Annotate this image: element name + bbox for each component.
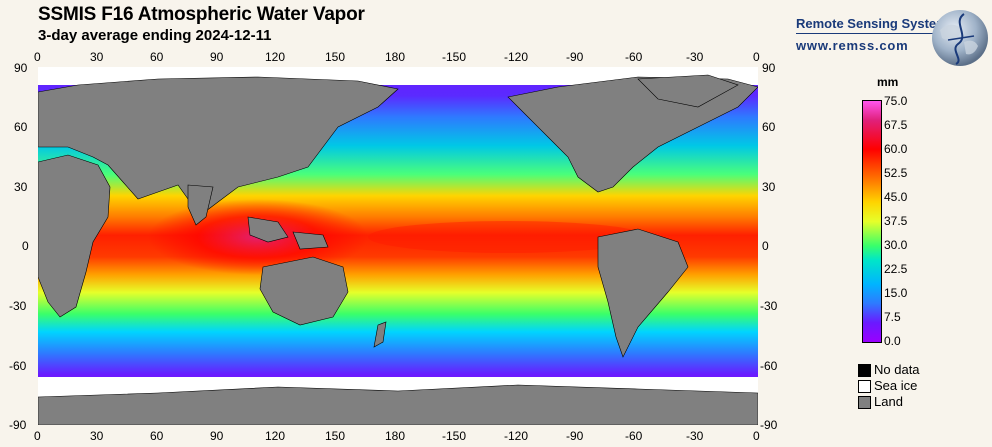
colorbar-label-7: 22.5	[884, 262, 908, 276]
y-tick-left-4: -30	[9, 299, 27, 313]
x-tick-bottom-11: -30	[686, 429, 704, 443]
colorbar-label-9: 7.5	[884, 310, 901, 324]
water-vapor-map[interactable]	[38, 67, 758, 425]
colorbar-unit: mm	[877, 75, 899, 89]
map-canvas	[38, 67, 758, 425]
legend-swatch-no-data	[858, 364, 871, 377]
colorbar	[862, 100, 882, 343]
colorbar-label-3: 52.5	[884, 166, 908, 180]
colorbar-label-5: 37.5	[884, 214, 908, 228]
y-tick-left-2: 30	[14, 180, 28, 194]
x-tick-bottom-5: 150	[325, 429, 346, 443]
colorbar-label-1: 67.5	[884, 118, 908, 132]
brand-name[interactable]: Remote Sensing Systems	[796, 16, 955, 31]
x-tick-top-9: -90	[566, 50, 584, 64]
legend-label-sea-ice: Sea ice	[874, 378, 918, 393]
x-tick-top-7: -150	[442, 50, 467, 64]
x-tick-bottom-1: 30	[90, 429, 104, 443]
y-tick-left-3: 0	[22, 239, 29, 253]
legend-swatch-land	[858, 396, 871, 409]
x-tick-bottom-6: 180	[385, 429, 406, 443]
x-tick-bottom-12: 0	[753, 429, 760, 443]
x-tick-bottom-9: -90	[566, 429, 584, 443]
y-tick-right-2: 30	[762, 180, 776, 194]
x-tick-top-4: 120	[265, 50, 286, 64]
x-tick-bottom-2: 60	[150, 429, 164, 443]
y-tick-right-6: -90	[760, 418, 778, 432]
y-tick-right-0: 90	[762, 61, 776, 75]
colorbar-label-0: 75.0	[884, 94, 908, 108]
legend-label-land: Land	[874, 394, 903, 409]
x-tick-top-3: 90	[210, 50, 224, 64]
x-tick-bottom-7: -150	[442, 429, 467, 443]
map-subtitle: 3-day average ending 2024-12-11	[38, 27, 272, 44]
x-tick-top-5: 150	[325, 50, 346, 64]
colorbar-label-8: 15.0	[884, 286, 908, 300]
x-tick-bottom-8: -120	[504, 429, 529, 443]
x-tick-top-0: 0	[34, 50, 41, 64]
x-tick-top-6: 180	[385, 50, 406, 64]
y-tick-left-6: -90	[9, 418, 27, 432]
x-tick-top-8: -120	[504, 50, 529, 64]
x-tick-top-1: 30	[90, 50, 104, 64]
brand-divider	[796, 33, 946, 34]
x-tick-bottom-4: 120	[265, 429, 286, 443]
legend-label-no-data: No data	[874, 362, 920, 377]
y-tick-right-3: 0	[762, 239, 769, 253]
y-tick-right-1: 60	[762, 120, 776, 134]
colorbar-label-10: 0.0	[884, 334, 901, 348]
colorbar-label-6: 30.0	[884, 238, 908, 252]
x-tick-top-11: -30	[686, 50, 704, 64]
y-tick-right-4: -30	[760, 299, 778, 313]
y-tick-left-5: -60	[9, 359, 27, 373]
map-title: SSMIS F16 Atmospheric Water Vapor	[38, 4, 365, 25]
brand-url[interactable]: www.remss.com	[796, 38, 909, 53]
x-tick-bottom-3: 90	[210, 429, 224, 443]
x-tick-bottom-10: -60	[625, 429, 643, 443]
colorbar-label-4: 45.0	[884, 190, 908, 204]
globe-logo-icon	[932, 10, 988, 66]
y-tick-left-1: 60	[14, 120, 28, 134]
legend-swatch-sea-ice	[858, 380, 871, 393]
x-tick-top-2: 60	[150, 50, 164, 64]
y-tick-right-5: -60	[760, 359, 778, 373]
x-tick-top-10: -60	[625, 50, 643, 64]
x-tick-top-12: 0	[753, 50, 760, 64]
x-tick-bottom-0: 0	[34, 429, 41, 443]
colorbar-label-2: 60.0	[884, 142, 908, 156]
y-tick-left-0: 90	[14, 61, 28, 75]
